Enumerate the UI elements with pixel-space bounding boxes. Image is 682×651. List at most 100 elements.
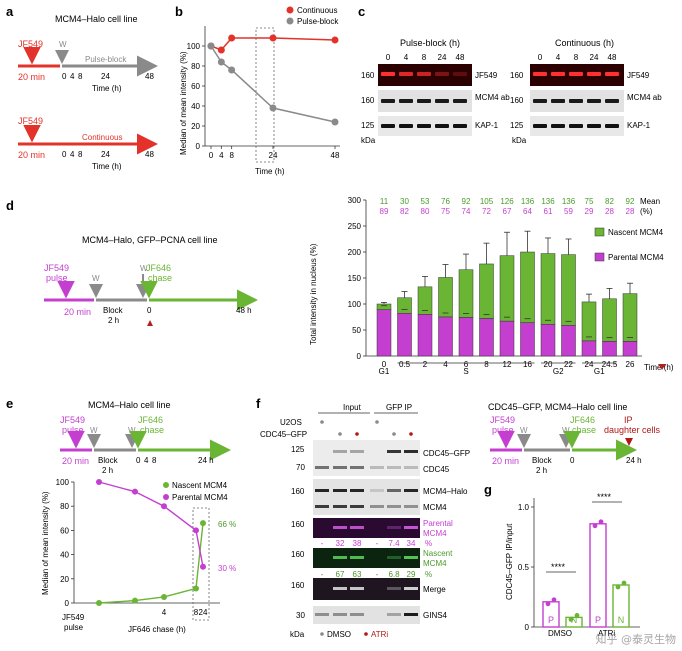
panel-b-letter: b <box>175 4 183 19</box>
panel-d: d MCM4–Halo, GFP–PCNA cell line JF549 pu… <box>6 196 674 376</box>
panel-c-letter: c <box>358 4 365 19</box>
d-pulse-time: 20 min <box>64 307 91 317</box>
e-tick-4: 4 <box>144 456 149 465</box>
b-xlabel: Time (h) <box>255 167 285 176</box>
d-bar-nascent-7 <box>520 251 535 323</box>
d-ylabel: Total intensity in nucleus (%) <box>309 243 318 345</box>
c-left-mcm-band-3 <box>435 99 449 103</box>
f-nascent-val-0: - <box>321 570 324 579</box>
f-legend-atri-dot <box>364 632 368 636</box>
g-cat-1: N <box>571 615 578 625</box>
c-left-jf-band-4 <box>453 72 467 76</box>
e-xtick-1: 8 <box>194 608 199 617</box>
a-continuous-label: Continuous <box>82 133 122 142</box>
c-right-kap-band-4 <box>605 124 619 128</box>
f-dot-cdc-4 <box>392 432 396 436</box>
gs-wash-1: W <box>520 426 528 435</box>
e-wash-2: W <box>128 426 136 435</box>
panel-d-letter: d <box>6 198 14 213</box>
a-tick-48: 48 <box>145 72 154 81</box>
f-nascent-val-2: 63 <box>353 570 362 579</box>
e-ylabel: Median of mean intensity (%) <box>41 491 50 595</box>
b-point-0-1 <box>217 46 225 54</box>
g-bar-2 <box>589 523 607 628</box>
d-triangle-marker <box>147 320 153 326</box>
f-band-parental-5 <box>404 526 418 529</box>
d-nascent-mean-8: 136 <box>541 197 555 206</box>
d-bar-parental-0 <box>376 309 392 357</box>
e-point-0-0 <box>96 600 102 606</box>
d-legend-swatch-nascent <box>594 227 605 237</box>
d-xtick-12: 26 <box>626 360 635 369</box>
d-bar-parental-12 <box>622 341 638 357</box>
e-ytick-label-1: 20 <box>60 575 69 584</box>
d-parental-mean-3: 75 <box>441 207 450 216</box>
f-blot-parental <box>313 518 420 538</box>
f-label-mcm4: MCM4 <box>423 503 447 512</box>
c-kda-right: kDa <box>512 136 527 145</box>
f-band-gins4-0 <box>315 613 329 616</box>
c-right-kap-band-2 <box>569 124 583 128</box>
d-zero: 0 <box>147 306 152 315</box>
gs-block-h: 2 h <box>536 466 547 475</box>
c-mw-2: 160 <box>361 96 375 105</box>
f-row-cdc: CDC45–GFP <box>260 430 307 439</box>
d-parental-mean-12: 28 <box>626 207 635 216</box>
d-nascent-mean-10: 75 <box>585 197 594 206</box>
c-right-jf-band-0 <box>533 72 547 76</box>
c-right-mcm-band-1 <box>551 99 565 103</box>
e-legend-nascent: Nascent MCM4 <box>172 481 228 490</box>
f-band-parental-2 <box>350 526 364 529</box>
c-right-kap-band-0 <box>533 124 547 128</box>
b-xticks: 0 4 8 24 48 <box>209 146 340 160</box>
f-label-nascent-2: MCM4 <box>423 559 447 568</box>
a-xlabel-2: Time (h) <box>92 162 122 171</box>
f-band-gins4-5 <box>404 613 418 616</box>
c-left-kap1-bands <box>381 124 467 128</box>
a-xlabel-1: Time (h) <box>92 84 122 93</box>
g-ytick-label-0: 0 <box>525 623 530 632</box>
d-mean-rows: 1189308253807675927410572126671366413661… <box>380 197 635 216</box>
e-annot-66: 66 % <box>218 520 236 529</box>
d-xlabel-triangle <box>658 364 666 370</box>
d-bar-nascent-12 <box>622 293 638 342</box>
e-title: MCM4–Halo cell line <box>88 400 171 410</box>
f-band-nascent-1 <box>333 556 347 559</box>
b-xtick-label-3: 24 <box>269 151 278 160</box>
f-nascent-val-3: - <box>376 570 379 579</box>
d-legend-swatch-parental <box>594 252 605 262</box>
b-ylabel: Median of mean intensity (%) <box>179 51 188 155</box>
c-lane-0-3: 24 <box>438 53 447 62</box>
d-xtick-8: 20 <box>544 360 553 369</box>
g-group-atri: ATRi <box>598 629 615 638</box>
f-band-cdc45-4 <box>387 466 401 469</box>
d-nascent-mean-6: 126 <box>500 197 514 206</box>
g-dot-a-0 <box>545 601 551 607</box>
c-left-title: Pulse-block (h) <box>400 38 460 48</box>
b-legend-swatch-continuous <box>286 6 294 14</box>
d-bar-nascent-10 <box>581 301 597 342</box>
watermark: 知乎 @泰灵生物 <box>595 633 677 646</box>
f-dot-cdc-5 <box>409 432 413 436</box>
d-nascent-mean-9: 136 <box>562 197 576 206</box>
d-ytick-label-4: 200 <box>348 248 362 257</box>
d-nascent-mean-0: 11 <box>380 197 389 206</box>
g-ytick-label-1: 0.5 <box>518 563 530 572</box>
f-label-nascent: Nascent <box>423 549 453 558</box>
panel-f-letter: f <box>256 396 261 411</box>
d-xtick-1: 0.5 <box>399 360 411 369</box>
d-phase-2: G2 <box>553 367 564 376</box>
gs-wash-2: W <box>562 426 570 435</box>
c-left-kap-band-0 <box>381 124 395 128</box>
g-dot-b-2 <box>598 519 604 525</box>
c-mw-2r: 160 <box>510 96 524 105</box>
f-band-mcm4-5 <box>404 505 418 508</box>
f-parental-val-1: 32 <box>336 539 345 548</box>
g-sig-2: **** <box>597 492 612 502</box>
c-right-jf-band-1 <box>551 72 565 76</box>
e-chase: JF646 <box>138 415 163 425</box>
panel-e: e MCM4–Halo cell line JF549 pulse W W JF… <box>6 396 236 634</box>
f-band-merge-4 <box>387 587 401 590</box>
